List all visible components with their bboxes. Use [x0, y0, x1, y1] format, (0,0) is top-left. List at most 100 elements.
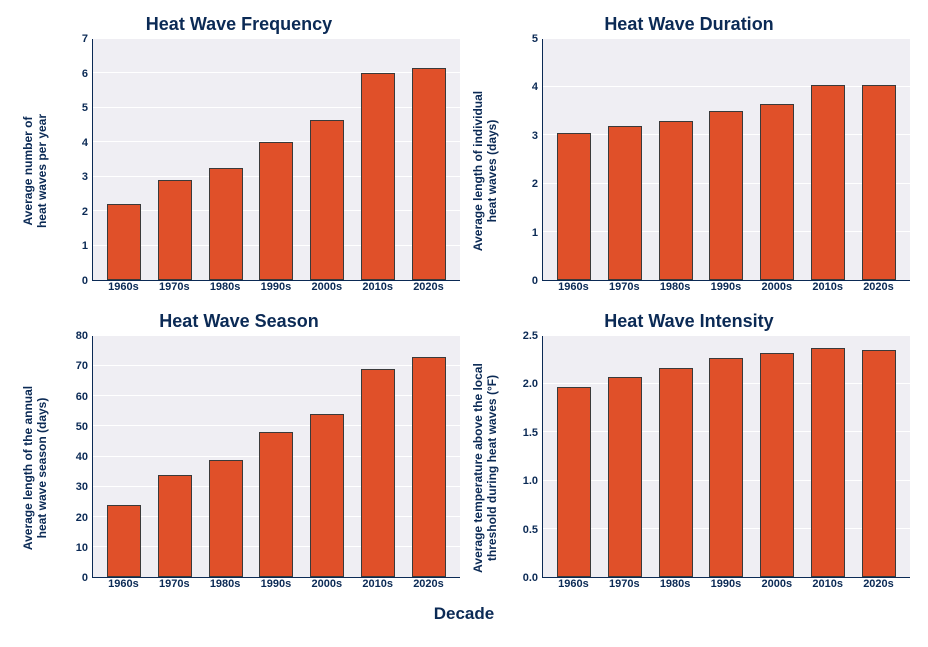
y-tick-label: 0 [82, 275, 88, 287]
x-tick-label: 2000s [310, 578, 344, 600]
chart-title: Heat Wave Intensity [468, 311, 910, 332]
x-ticks: 1960s 1970s 1980s 1990s 2000s 2010s 2020s [542, 578, 910, 600]
plot-row: Average length of individualheat waves (… [468, 39, 910, 303]
bar [259, 432, 293, 577]
plot-row: Average temperature above the localthres… [468, 336, 910, 600]
plot-area [542, 336, 910, 578]
y-tick-label: 40 [76, 451, 88, 463]
x-tick-label: 2000s [760, 578, 794, 600]
y-tick-label: 2.5 [523, 330, 538, 342]
y-tick-label: 5 [82, 102, 88, 114]
chart-grid: Heat Wave FrequencyAverage number ofheat… [0, 0, 928, 600]
plot-row: Average length of the annualheat wave se… [18, 336, 460, 600]
x-tick-label: 2020s [411, 578, 445, 600]
y-ticks: 01234567 [54, 39, 92, 281]
bars-container [93, 39, 460, 280]
x-tick-label: 1970s [607, 578, 641, 600]
y-tick-label: 0.0 [523, 572, 538, 584]
bar [412, 68, 446, 280]
bar [862, 350, 896, 577]
bar [412, 357, 446, 577]
y-tick-label: 20 [76, 512, 88, 524]
bar [608, 126, 642, 280]
x-tick-label: 1980s [658, 578, 692, 600]
bar [862, 85, 896, 280]
bar [259, 142, 293, 280]
x-ticks: 1960s1970s1980s1990s2000s2010s2020s [92, 281, 460, 303]
y-tick-label: 2 [532, 178, 538, 190]
y-tick-label: 0.5 [523, 524, 538, 536]
bar [811, 85, 845, 280]
bars-container [543, 336, 910, 577]
x-tick-label: 2010s [811, 281, 845, 303]
y-tick-label: 1.5 [523, 427, 538, 439]
y-tick-label: 1.0 [523, 475, 538, 487]
y-axis-label: Average length of the annualheat wave se… [22, 386, 50, 550]
x-tick-label: 2010s [361, 281, 395, 303]
y-tick-label: 4 [82, 137, 88, 149]
x-tick-label: 2000s [310, 281, 344, 303]
bar [310, 120, 344, 280]
y-tick-label: 5 [532, 33, 538, 45]
x-tick-label: 1960s [556, 578, 590, 600]
bar [209, 460, 243, 577]
bar [158, 475, 192, 577]
y-axis-label: Average number ofheat waves per year [22, 114, 50, 228]
y-tick-label: 3 [532, 130, 538, 142]
y-ticks: 01020304050607080 [54, 336, 92, 578]
x-tick-label: 1980s [208, 281, 242, 303]
bar [107, 204, 141, 280]
bar [760, 353, 794, 577]
plot-row: Average number ofheat waves per year0123… [18, 39, 460, 303]
x-tick-label: 1970s [607, 281, 641, 303]
y-axis-label: Average length of individualheat waves (… [472, 91, 500, 251]
chart-title: Heat Wave Duration [468, 14, 910, 35]
x-tick-label: 1990s [709, 281, 743, 303]
y-tick-label: 3 [82, 171, 88, 183]
bar [310, 414, 344, 577]
y-tick-label: 4 [532, 81, 538, 93]
y-tick-label: 60 [76, 391, 88, 403]
y-ticks: 0.00.51.01.52.02.5 [504, 336, 542, 578]
y-tick-label: 30 [76, 481, 88, 493]
x-tick-label: 2000s [760, 281, 794, 303]
x-tick-label: 2010s [361, 578, 395, 600]
x-tick-label: 1990s [259, 578, 293, 600]
xaxis-label: Decade [0, 604, 928, 624]
x-tick-label: 1960s [106, 281, 140, 303]
x-ticks: 1960s1970s1980s1990s2000s2010s2020s [542, 281, 910, 303]
bar [361, 73, 395, 280]
y-ticks: 012345 [504, 39, 542, 281]
x-tick-label: 2020s [861, 578, 895, 600]
y-tick-label: 7 [82, 33, 88, 45]
chart-panel-intensity: Heat Wave Intensity Average temperature a… [468, 311, 910, 600]
y-tick-label: 0 [82, 572, 88, 584]
y-tick-label: 2.0 [523, 378, 538, 390]
y-tick-label: 70 [76, 360, 88, 372]
x-tick-label: 2010s [811, 578, 845, 600]
plot-area [542, 39, 910, 281]
bar [209, 168, 243, 280]
bar [158, 180, 192, 280]
y-tick-label: 80 [76, 330, 88, 342]
bar [811, 348, 845, 577]
y-axis-label: Average temperature above the localthres… [472, 363, 500, 573]
bar [659, 368, 693, 577]
bar [608, 377, 642, 578]
x-tick-label: 1990s [259, 281, 293, 303]
y-tick-label: 1 [82, 240, 88, 252]
x-tick-label: 1970s [157, 281, 191, 303]
y-tick-label: 50 [76, 421, 88, 433]
chart-title: Heat Wave Season [18, 311, 460, 332]
chart-panel-season: Heat Wave Season Average length of the an… [18, 311, 460, 600]
x-tick-label: 1960s [556, 281, 590, 303]
x-ticks: 1960s1970s1980s1990s2000s2010s2020s [92, 578, 460, 600]
x-tick-label: 1980s [208, 578, 242, 600]
bar [659, 121, 693, 280]
plot-area [92, 336, 460, 578]
y-tick-label: 10 [76, 542, 88, 554]
bar [557, 133, 591, 280]
bar [557, 387, 591, 577]
x-tick-label: 1990s [709, 578, 743, 600]
y-tick-label: 1 [532, 227, 538, 239]
